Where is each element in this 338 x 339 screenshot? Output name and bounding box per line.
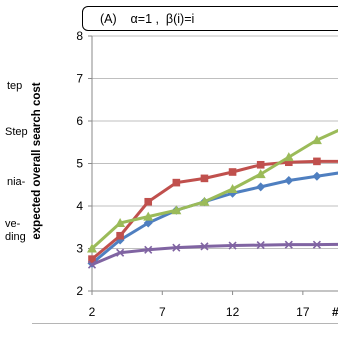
series-2-point-9 bbox=[313, 157, 321, 166]
series-4-point-5 bbox=[200, 242, 209, 251]
x-tick-label-17: 17 bbox=[296, 305, 310, 319]
series-3-point-9 bbox=[311, 135, 322, 145]
y-tick-label-8: 8 bbox=[76, 29, 83, 43]
series-4-point-2 bbox=[116, 248, 125, 257]
data-series bbox=[87, 128, 338, 269]
y-axis-label: expected overall search cost bbox=[31, 82, 43, 239]
series-1-line bbox=[91, 171, 338, 265]
gridlines bbox=[92, 35, 338, 249]
x-axis-label-fragment: # bbox=[332, 305, 338, 319]
chart-title: (A) α=1 , β(i)=i bbox=[100, 12, 195, 26]
series-1-point-7 bbox=[256, 182, 266, 192]
series-3-line bbox=[90, 128, 338, 250]
series-2-point-6 bbox=[228, 168, 237, 176]
y-tick-labels: 2 3 4 5 6 7 8 bbox=[76, 29, 92, 298]
legend-fragment-4: ve- bbox=[5, 218, 21, 230]
legend-fragment-2: Step bbox=[5, 126, 28, 138]
series-2-point-4 bbox=[172, 178, 181, 187]
x-tick-label-7: 7 bbox=[159, 305, 166, 319]
series-3-point-5 bbox=[199, 196, 210, 206]
series-2-point-5 bbox=[200, 174, 209, 183]
series-4-line bbox=[91, 242, 338, 267]
series-3-point-8 bbox=[283, 152, 294, 162]
series-4-point-1 bbox=[87, 260, 97, 269]
series-3-point-2 bbox=[115, 218, 126, 227]
series-1-point-8 bbox=[284, 176, 294, 185]
series-2-point-3 bbox=[144, 197, 153, 206]
series-4-point-7 bbox=[256, 241, 265, 250]
bottom-divider bbox=[32, 323, 338, 324]
y-tick-label-6: 6 bbox=[76, 114, 83, 128]
series-3-point-3 bbox=[143, 211, 154, 221]
series-4-point-8 bbox=[284, 240, 293, 249]
series-4-point-3 bbox=[144, 245, 153, 254]
x-tick-label-12: 12 bbox=[226, 305, 240, 319]
series-1-point-9 bbox=[312, 171, 322, 181]
y-tick-label-5: 5 bbox=[76, 157, 83, 171]
y-tick-label-7: 7 bbox=[76, 72, 83, 86]
series-3-point-6 bbox=[227, 184, 238, 193]
series-4-point-9 bbox=[312, 240, 321, 249]
series-4-point-4 bbox=[172, 243, 181, 252]
legend-fragment-3: nia- bbox=[7, 176, 26, 188]
series-3-point-4 bbox=[171, 205, 182, 215]
y-tick-label-3: 3 bbox=[76, 242, 83, 256]
y-tick-label-2: 2 bbox=[76, 284, 83, 298]
series-2-point-2 bbox=[116, 231, 124, 240]
series-2-point-8 bbox=[285, 158, 293, 167]
series-4-point-6 bbox=[228, 241, 237, 250]
series-3-point-7 bbox=[255, 169, 266, 179]
series-2-point-7 bbox=[256, 160, 265, 169]
series-2-point-1 bbox=[88, 255, 96, 263]
x-tick-label-2: 2 bbox=[89, 305, 96, 319]
series-1-point-3 bbox=[143, 218, 153, 228]
chart-title-box bbox=[82, 6, 338, 31]
y-tick-label-4: 4 bbox=[76, 199, 83, 213]
legend-fragment-1: tep bbox=[7, 80, 23, 92]
legend-fragment-5: ding bbox=[5, 231, 26, 243]
x-tick-labels: 2 7 12 17 bbox=[89, 291, 310, 319]
series-3-point-1 bbox=[87, 243, 97, 253]
